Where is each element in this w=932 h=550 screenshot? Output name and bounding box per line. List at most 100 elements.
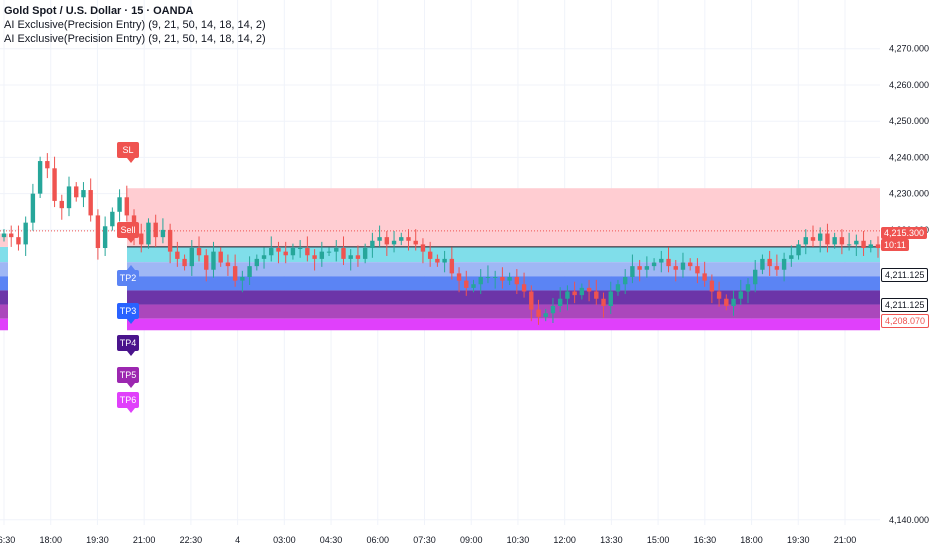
zone-edge-tp1 xyxy=(0,246,8,263)
price-axis: 4,270.000 4,260.000 4,250.000 4,240.000 4,23… xyxy=(889,44,929,525)
x-tick-label: 12:00 xyxy=(553,535,576,545)
x-tick-label: 16:30 xyxy=(694,535,717,545)
candle xyxy=(66,186,72,209)
candle xyxy=(384,237,390,245)
candle xyxy=(774,266,780,270)
candle xyxy=(153,222,158,238)
candle xyxy=(420,244,426,252)
x-tick-label: 07:30 xyxy=(413,535,436,545)
y-tick-label: 4,250.000 xyxy=(889,116,929,126)
x-tick-label: 18:00 xyxy=(740,535,763,545)
zone-tp4 xyxy=(127,290,880,305)
candle xyxy=(312,255,317,259)
x-tick-label: 19:30 xyxy=(787,535,810,545)
candle xyxy=(74,186,79,198)
zone-tp3 xyxy=(127,276,880,291)
candle xyxy=(290,248,296,256)
candle xyxy=(521,284,527,292)
candle xyxy=(427,251,433,259)
candle xyxy=(471,284,476,288)
candle xyxy=(854,240,859,245)
candle xyxy=(297,248,303,250)
candle xyxy=(326,251,332,253)
x-tick-label: 4 xyxy=(235,535,240,545)
candle xyxy=(492,277,498,278)
candle xyxy=(37,161,43,194)
zone-edge-tp2 xyxy=(0,262,8,277)
candle xyxy=(586,287,592,292)
candle xyxy=(709,280,715,292)
candle xyxy=(630,266,635,277)
candle xyxy=(500,277,505,281)
tp3-tag: TP3 xyxy=(117,303,139,324)
candle xyxy=(651,262,657,267)
candle xyxy=(557,298,563,306)
zone-edge-tp5 xyxy=(0,304,8,319)
candle xyxy=(182,258,187,267)
candle xyxy=(175,251,180,259)
sell-tag: Sell xyxy=(117,222,139,243)
tp4-tag: TP4 xyxy=(117,335,139,356)
candle xyxy=(536,309,541,317)
candle xyxy=(839,237,845,245)
candle xyxy=(724,298,729,306)
candle xyxy=(377,237,382,241)
candle xyxy=(753,269,758,285)
candle xyxy=(608,291,613,306)
tp5-tag: TP5 xyxy=(117,367,139,388)
x-tick-label: 21:00 xyxy=(834,535,857,545)
candle xyxy=(579,287,585,296)
candle xyxy=(673,266,678,270)
x-tick-label: 13:30 xyxy=(600,535,623,545)
symbol-title[interactable]: Gold Spot / U.S. Dollar · 15 · OANDA xyxy=(4,5,194,17)
candle xyxy=(261,255,267,259)
level-label-2: 4,211.125 xyxy=(881,298,929,312)
candle xyxy=(16,237,21,245)
candle xyxy=(514,277,520,285)
candle xyxy=(716,291,722,299)
candle xyxy=(160,229,166,238)
candle xyxy=(334,248,339,252)
candle xyxy=(283,251,288,256)
candle xyxy=(117,197,122,212)
candle xyxy=(146,222,151,245)
candles xyxy=(1,153,881,325)
candle xyxy=(832,237,837,245)
candle xyxy=(543,313,548,317)
tp6-tag: TP6 xyxy=(117,392,139,413)
candle xyxy=(622,277,628,285)
candle xyxy=(348,255,353,259)
candle xyxy=(23,222,28,245)
candle xyxy=(615,284,621,292)
candle xyxy=(796,244,801,256)
candle xyxy=(355,255,361,259)
y-tick-label: 4,270.000 xyxy=(889,44,929,54)
candle xyxy=(507,277,512,281)
zone-sl xyxy=(127,188,880,247)
candle xyxy=(478,277,483,285)
indicator-label-1[interactable]: AI Exclusive(Precision Entry) (9, 21, 50… xyxy=(4,19,266,31)
candle xyxy=(9,233,14,238)
candle xyxy=(247,266,252,277)
candle xyxy=(687,262,693,267)
x-tick-label: 03:00 xyxy=(273,535,296,545)
candle xyxy=(102,226,108,249)
candle xyxy=(362,248,368,259)
indicator-label-2[interactable]: AI Exclusive(Precision Entry) (9, 21, 50… xyxy=(4,33,266,45)
candle xyxy=(45,161,50,169)
zone-tp2 xyxy=(127,262,880,277)
candle xyxy=(442,258,447,263)
level-lines xyxy=(0,230,880,248)
candle xyxy=(781,258,787,270)
candle xyxy=(659,258,664,263)
zone-tp5 xyxy=(127,304,880,319)
y-tick-label: 4,140.000 xyxy=(889,515,929,525)
candle xyxy=(413,240,418,245)
candle xyxy=(59,200,64,209)
y-tick-label: 4,260.000 xyxy=(889,80,929,90)
x-tick-label: 16:30 xyxy=(0,535,15,545)
x-tick-label: 22:30 xyxy=(180,535,203,545)
x-tick-label: 18:00 xyxy=(39,535,62,545)
last-price-label: 4,215.300 xyxy=(881,227,928,239)
